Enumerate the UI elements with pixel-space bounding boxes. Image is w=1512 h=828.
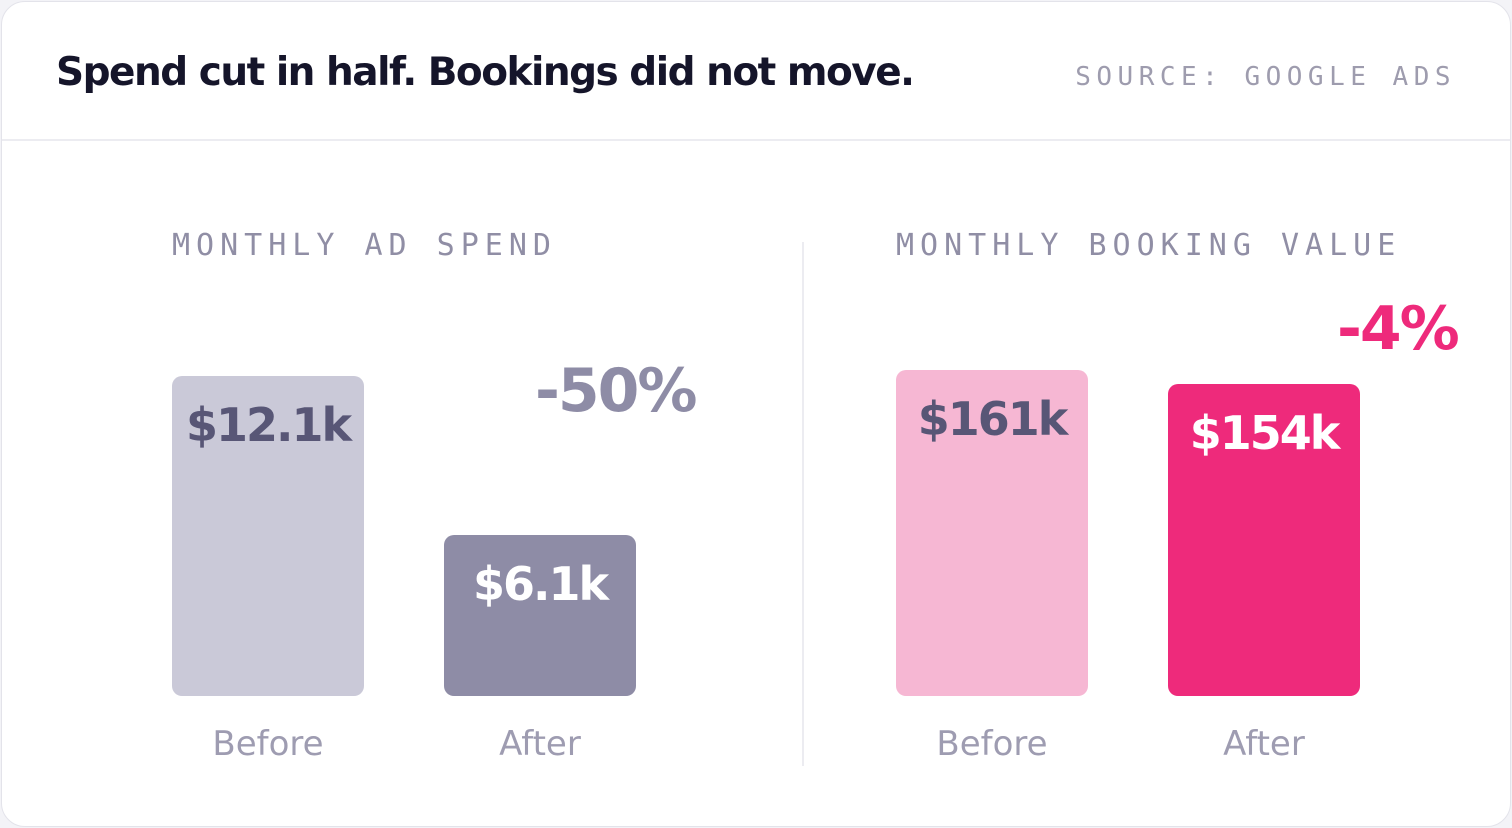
booking-before-category-label: Before	[936, 724, 1048, 764]
chart-title: Spend cut in half. Bookings did not move…	[56, 50, 915, 95]
booking-panel-title: MONTHLY BOOKING VALUE	[896, 228, 1402, 263]
booking-before-bar: $161k	[896, 370, 1088, 696]
booking-after-value-label: $154k	[1189, 406, 1341, 460]
source-label: SOURCE: GOOGLE ADS	[1075, 62, 1456, 92]
spend-before-bar: $12.1k	[172, 376, 364, 696]
panel-divider	[802, 242, 804, 766]
card-header: Spend cut in half. Bookings did not move…	[2, 2, 1510, 141]
spend-change-label: -50%	[535, 356, 698, 426]
spend-after-category-label: After	[499, 724, 581, 764]
spend-after-bar: $6.1k	[444, 535, 636, 696]
booking-after-bar: $154k	[1168, 384, 1360, 696]
booking-change-label: -4%	[1337, 294, 1460, 364]
booking-before-value-label: $161k	[917, 392, 1069, 446]
spend-panel-title: MONTHLY AD SPEND	[172, 228, 557, 263]
booking-after-category-label: After	[1223, 724, 1305, 764]
spend-after-value-label: $6.1k	[472, 557, 609, 611]
spend-before-value-label: $12.1k	[185, 398, 352, 452]
spend-before-category-label: Before	[212, 724, 324, 764]
